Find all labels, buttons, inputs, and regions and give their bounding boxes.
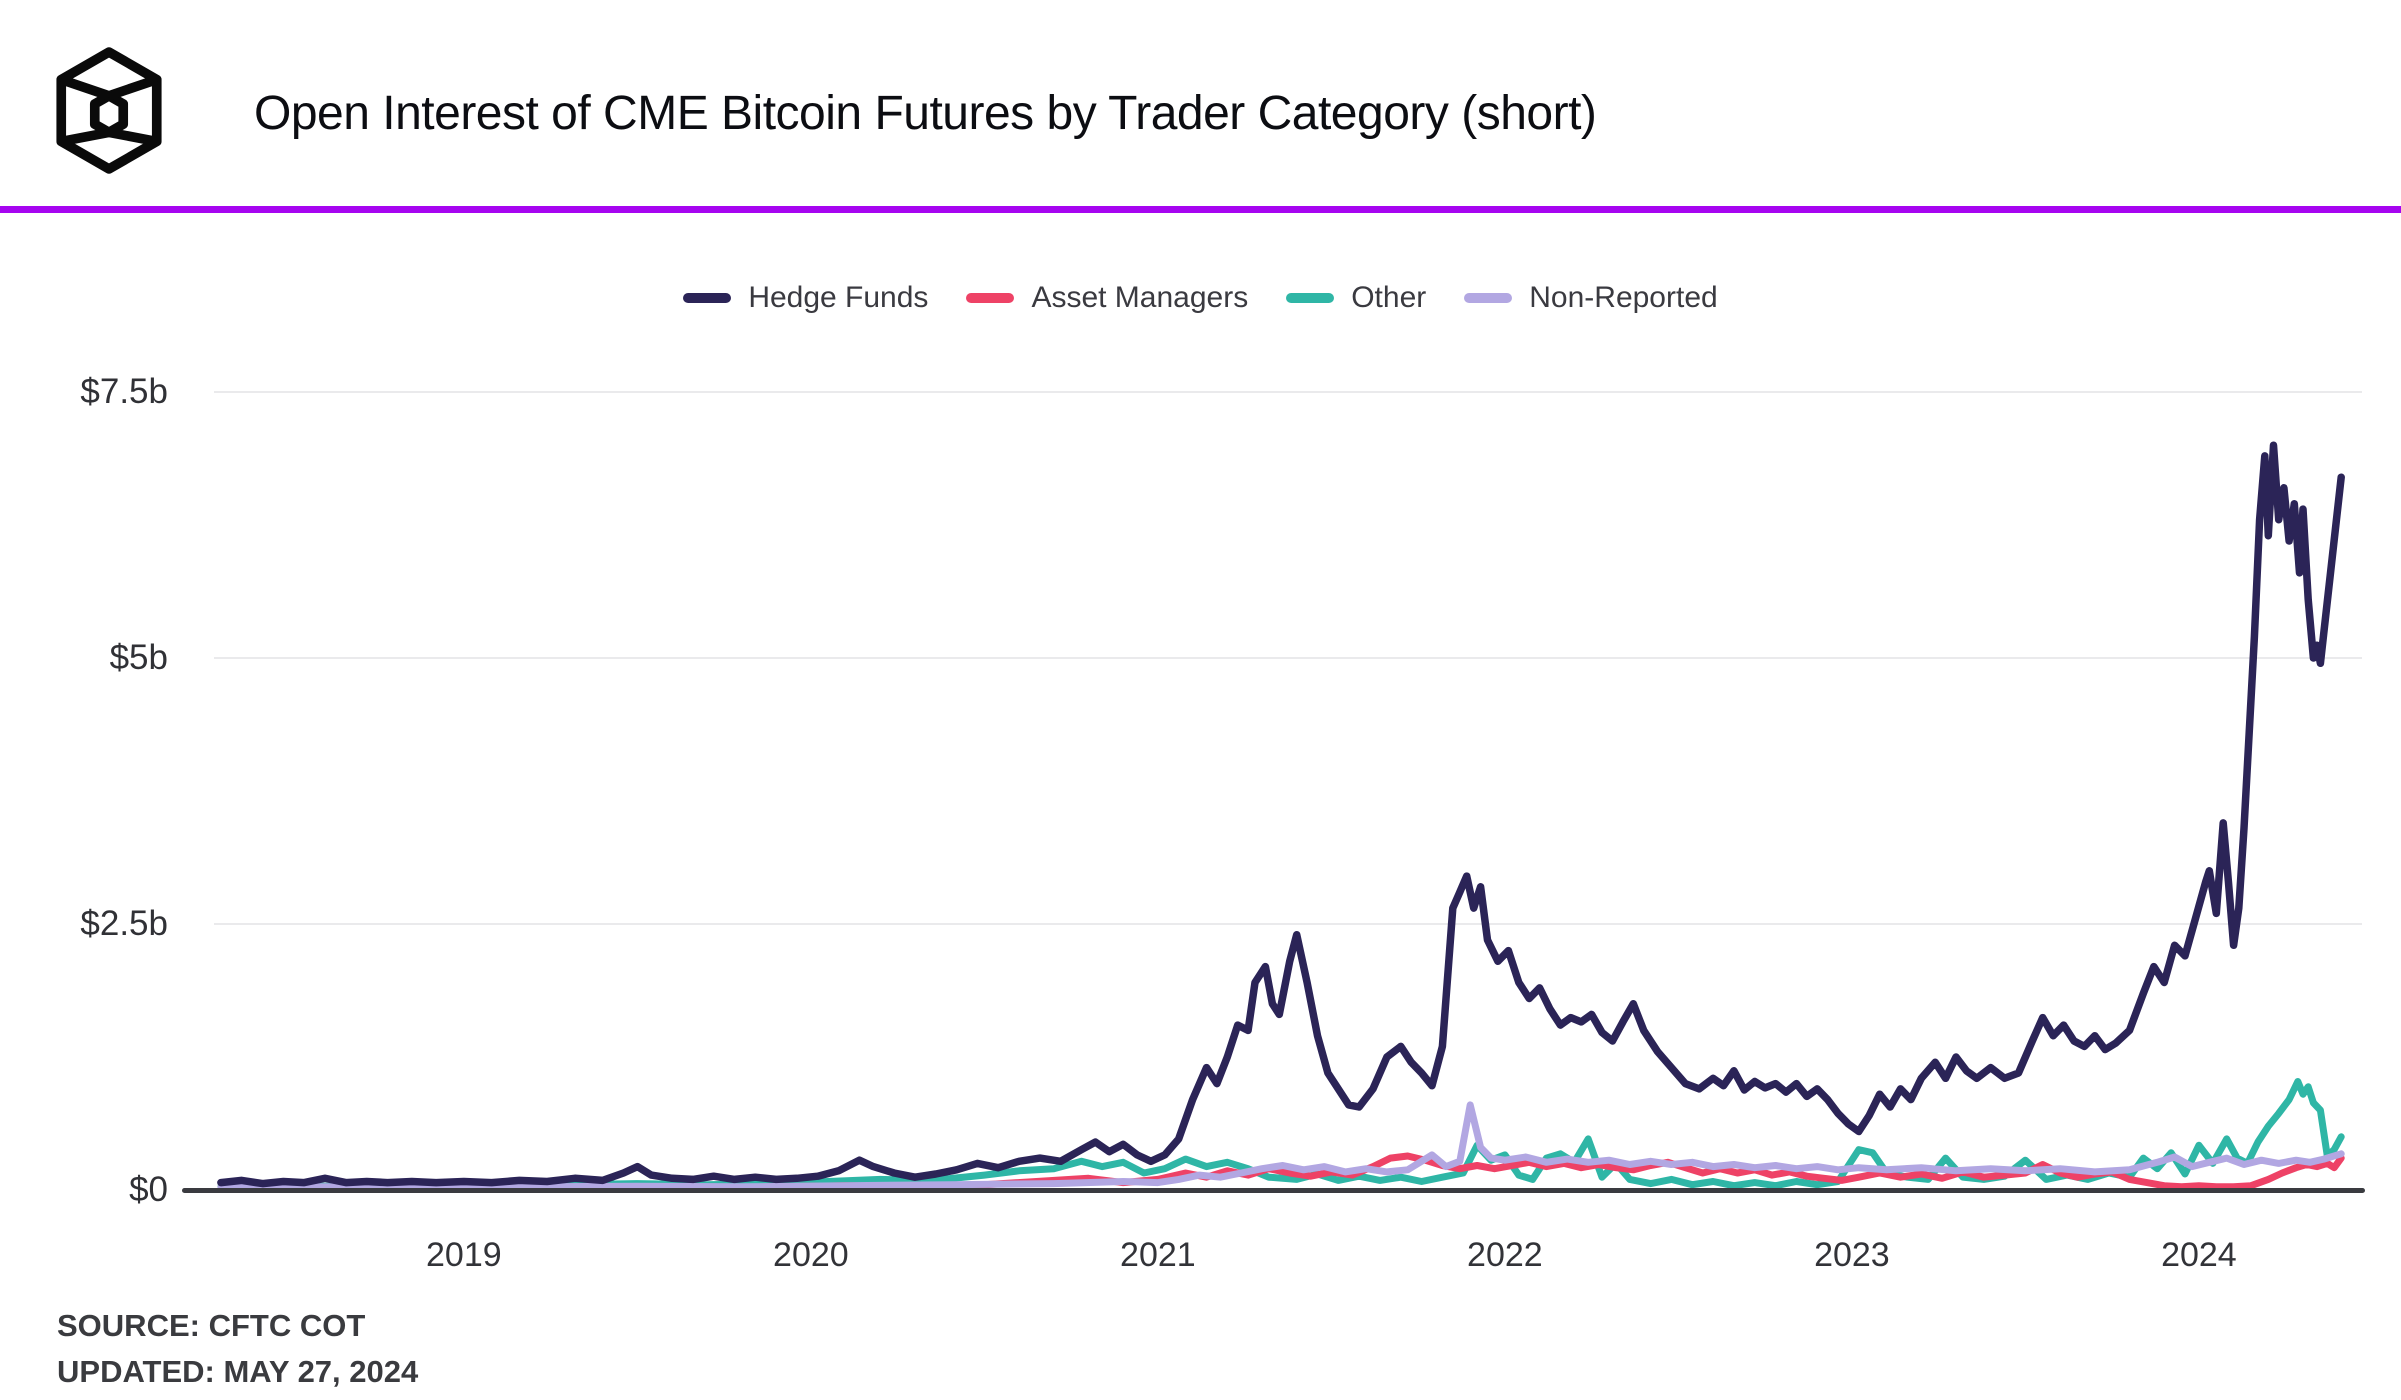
- source-footer: SOURCE: CFTC COT UPDATED: MAY 27, 2024: [57, 1303, 418, 1395]
- page-title: Open Interest of CME Bitcoin Futures by …: [254, 86, 1597, 140]
- y-tick-label: $5b: [109, 638, 168, 678]
- legend-item-other[interactable]: Other: [1286, 281, 1426, 315]
- chart-legend: Hedge Funds Asset Managers Other Non-Rep…: [0, 281, 2401, 315]
- legend-swatch-other: [1286, 293, 1335, 303]
- source-line: SOURCE: CFTC COT: [57, 1308, 366, 1343]
- y-tick-label: $0: [129, 1170, 168, 1209]
- series-line-non-reported: [217, 1101, 2345, 1191]
- x-tick-label: 2022: [1467, 1236, 1543, 1274]
- y-tick-label: $7.5b: [80, 372, 168, 412]
- x-axis-line: [182, 1188, 2365, 1193]
- legend-label-non-reported: Non-Reported: [1529, 281, 1718, 314]
- plot-svg: [214, 391, 2362, 1193]
- legend-label-hedge-funds: Hedge Funds: [748, 281, 929, 314]
- series-line-hedge-funds: [217, 441, 2345, 1188]
- legend-label-asset-managers: Asset Managers: [1031, 281, 1249, 314]
- header: Open Interest of CME Bitcoin Futures by …: [50, 47, 1597, 179]
- legend-item-non-reported[interactable]: Non-Reported: [1464, 281, 1718, 315]
- legend-swatch-asset-managers: [966, 293, 1015, 303]
- x-tick-label: 2021: [1120, 1236, 1196, 1274]
- legend-label-other: Other: [1351, 281, 1427, 314]
- x-tick-label: 2023: [1814, 1236, 1890, 1274]
- legend-item-hedge-funds[interactable]: Hedge Funds: [683, 281, 928, 315]
- block-cube-logo-icon: [50, 47, 168, 179]
- x-tick-label: 2024: [2161, 1236, 2237, 1274]
- legend-item-asset-managers[interactable]: Asset Managers: [966, 281, 1248, 315]
- header-divider: [0, 206, 2401, 213]
- plot-area[interactable]: [214, 378, 2362, 1193]
- legend-swatch-hedge-funds: [683, 293, 732, 303]
- x-tick-label: 2020: [773, 1236, 849, 1274]
- x-tick-label: 2019: [426, 1236, 502, 1274]
- y-tick-label: $2.5b: [80, 904, 168, 943]
- updated-line: UPDATED: MAY 27, 2024: [57, 1354, 419, 1389]
- legend-swatch-non-reported: [1464, 293, 1513, 303]
